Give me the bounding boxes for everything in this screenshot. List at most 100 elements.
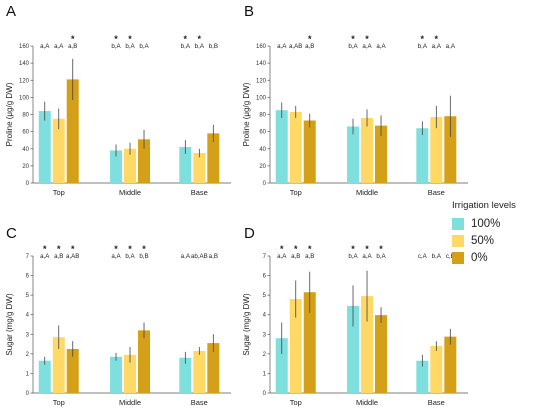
- y-tick-label: 5: [263, 293, 267, 299]
- significance-letters: b,A: [418, 43, 428, 50]
- significance-star: *: [435, 34, 439, 44]
- significance-star: *: [280, 244, 284, 254]
- bar-top-50: [289, 299, 302, 393]
- bar-middle-0: [138, 330, 151, 393]
- bar-top-50: [52, 118, 65, 183]
- significance-star: *: [71, 34, 75, 44]
- bar-base-100: [179, 147, 192, 183]
- y-tick-label: 120: [256, 78, 267, 84]
- significance-letters: b,A: [432, 253, 442, 260]
- bar-middle-100: [347, 305, 360, 393]
- significance-letters: b,A: [139, 43, 149, 50]
- significance-letters: a,A: [446, 43, 456, 50]
- bar-top-0: [303, 120, 316, 183]
- significance-letters: b,B: [139, 253, 148, 260]
- bar-middle-0: [138, 139, 151, 183]
- y-tick-label: 60: [259, 130, 266, 136]
- significance-letters: b,A: [195, 43, 205, 50]
- significance-star: *: [294, 244, 298, 254]
- bar-top-0: [303, 292, 316, 393]
- legend-label-0: 0%: [471, 252, 488, 264]
- significance-star: *: [114, 244, 118, 254]
- legend-swatch-100: [452, 218, 464, 230]
- y-tick-label: 1: [26, 371, 30, 377]
- y-tick-label: 100: [19, 95, 30, 101]
- bar-top-50: [289, 111, 302, 183]
- bar-base-100: [179, 357, 192, 393]
- category-label-middle: Middle: [119, 398, 141, 407]
- panel-letter: C: [6, 225, 17, 242]
- significance-star: *: [421, 34, 425, 44]
- y-tick-label: 7: [263, 254, 267, 260]
- significance-letters: a,B: [68, 43, 77, 50]
- category-label-top: Top: [290, 398, 302, 407]
- significance-letters: a,B: [291, 253, 300, 260]
- y-tick-label: 3: [263, 332, 267, 338]
- bar-base-50: [193, 153, 206, 183]
- bar-base-0: [444, 116, 457, 183]
- bar-middle-100: [110, 150, 123, 183]
- significance-star: *: [308, 244, 312, 254]
- significance-star: *: [71, 244, 75, 254]
- legend-item-50: 50%: [452, 235, 548, 247]
- significance-star: *: [351, 34, 355, 44]
- significance-star: *: [128, 244, 132, 254]
- bar-top-100: [38, 360, 51, 393]
- significance-letters: a,A: [54, 43, 64, 50]
- panel-b: B 0 20 40 60 80 100 120 140 160 Proline (μg/g DW) T…: [242, 3, 468, 197]
- bar-top-100: [275, 338, 288, 393]
- significance-letters: a,A: [181, 253, 191, 260]
- y-tick-label: 0: [26, 391, 30, 397]
- bar-middle-50: [124, 354, 137, 393]
- significance-letters: a,A: [40, 253, 50, 260]
- significance-letters: b,A: [125, 43, 135, 50]
- y-tick-label: 160: [256, 44, 267, 50]
- y-tick-label: 20: [22, 164, 29, 170]
- bar-top-0: [66, 348, 79, 393]
- legend-label-100: 100%: [471, 218, 501, 230]
- bar-middle-50: [361, 296, 374, 393]
- significance-star: *: [43, 244, 47, 254]
- significance-star: *: [142, 244, 146, 254]
- significance-star: *: [198, 34, 202, 44]
- category-label-top: Top: [53, 398, 65, 407]
- y-tick-label: 4: [26, 313, 30, 319]
- legend-item-100: 100%: [452, 218, 548, 230]
- significance-star: *: [379, 244, 383, 254]
- legend: Irrigation levels 100% 50% 0%: [452, 200, 548, 269]
- y-tick-label: 20: [259, 164, 266, 170]
- category-label-middle: Middle: [119, 188, 141, 197]
- significance-letters: ab,AB: [191, 253, 208, 260]
- significance-letters: b,A: [348, 253, 358, 260]
- bar-base-0: [207, 133, 220, 183]
- bar-middle-100: [347, 126, 360, 183]
- y-tick-label: 3: [26, 332, 30, 338]
- bar-top-100: [275, 110, 288, 183]
- significance-letters: b,A: [111, 43, 121, 50]
- y-tick-label: 160: [19, 44, 30, 50]
- y-tick-label: 140: [256, 61, 267, 67]
- significance-letters: a,AB: [66, 253, 79, 260]
- y-axis-label: Proline (μg/g DW): [242, 82, 251, 146]
- y-tick-label: 40: [22, 147, 29, 153]
- significance-letters: a,A: [277, 253, 287, 260]
- bar-middle-0: [375, 125, 388, 183]
- legend-item-0: 0%: [452, 252, 548, 264]
- bar-base-0: [207, 343, 220, 393]
- legend-swatch-50: [452, 235, 464, 247]
- significance-star: *: [184, 34, 188, 44]
- y-tick-label: 5: [26, 293, 30, 299]
- significance-star: *: [114, 34, 118, 44]
- significance-star: *: [308, 34, 312, 44]
- significance-letters: a,B: [305, 43, 314, 50]
- significance-letters: a,A: [362, 253, 372, 260]
- legend-title: Irrigation levels: [452, 200, 516, 211]
- y-tick-label: 0: [26, 181, 30, 187]
- category-label-base: Base: [191, 188, 208, 197]
- bar-middle-100: [110, 356, 123, 393]
- significance-letters: c,A: [418, 253, 428, 260]
- bar-top-0: [66, 79, 79, 183]
- significance-letters: b,A: [348, 43, 358, 50]
